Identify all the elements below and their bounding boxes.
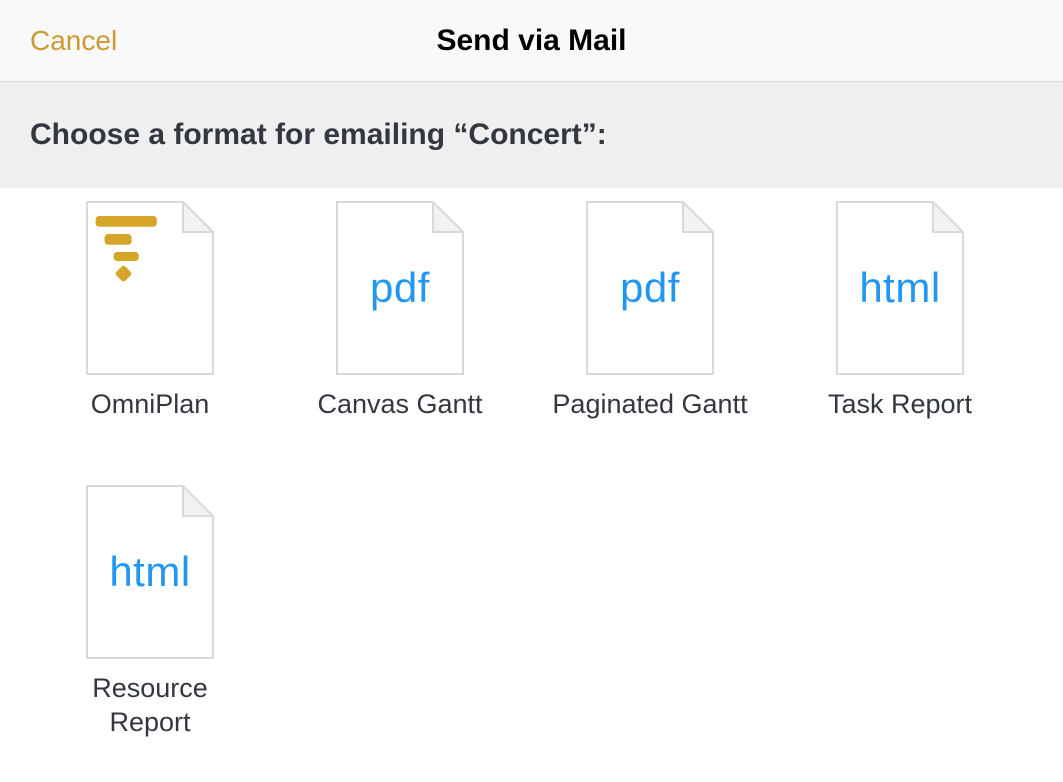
dialog-title: Send via Mail <box>0 24 1063 58</box>
file-type-text: pdf <box>333 198 467 378</box>
file-icon <box>83 198 217 378</box>
format-grid: OmniPlan pdf Canvas Gantt pdf Paginated Ga… <box>0 188 1063 739</box>
format-option-canvas-gantt[interactable]: pdf Canvas Gantt <box>290 198 510 422</box>
file-icon: html <box>83 482 217 662</box>
file-type-text: html <box>833 198 967 378</box>
file-type-text: html <box>83 482 217 662</box>
file-type-label: pdf <box>370 264 430 312</box>
format-option-omniplan[interactable]: OmniPlan <box>40 198 260 422</box>
file-type-text: pdf <box>583 198 717 378</box>
file-type-label: pdf <box>620 264 680 312</box>
format-option-resource-report[interactable]: html Resource Report <box>40 482 260 740</box>
subheader: Choose a format for emailing “Concert”: <box>0 82 1063 188</box>
format-option-task-report[interactable]: html Task Report <box>790 198 1010 422</box>
format-label: Canvas Gantt <box>317 388 482 422</box>
file-icon: pdf <box>583 198 717 378</box>
prompt-text: Choose a format for emailing “Concert”: <box>30 118 607 152</box>
format-label: Paginated Gantt <box>552 388 747 422</box>
dialog-header: Cancel Send via Mail <box>0 0 1063 82</box>
format-label: Resource Report <box>92 672 208 740</box>
file-icon: pdf <box>333 198 467 378</box>
format-option-paginated-gantt[interactable]: pdf Paginated Gantt <box>540 198 760 422</box>
format-label: Task Report <box>828 388 972 422</box>
format-label: OmniPlan <box>91 388 210 422</box>
file-type-label: html <box>859 264 940 312</box>
omniplan-glyph-icon <box>83 198 217 378</box>
cancel-button[interactable]: Cancel <box>30 25 117 57</box>
file-type-label: html <box>109 548 190 596</box>
file-icon: html <box>833 198 967 378</box>
